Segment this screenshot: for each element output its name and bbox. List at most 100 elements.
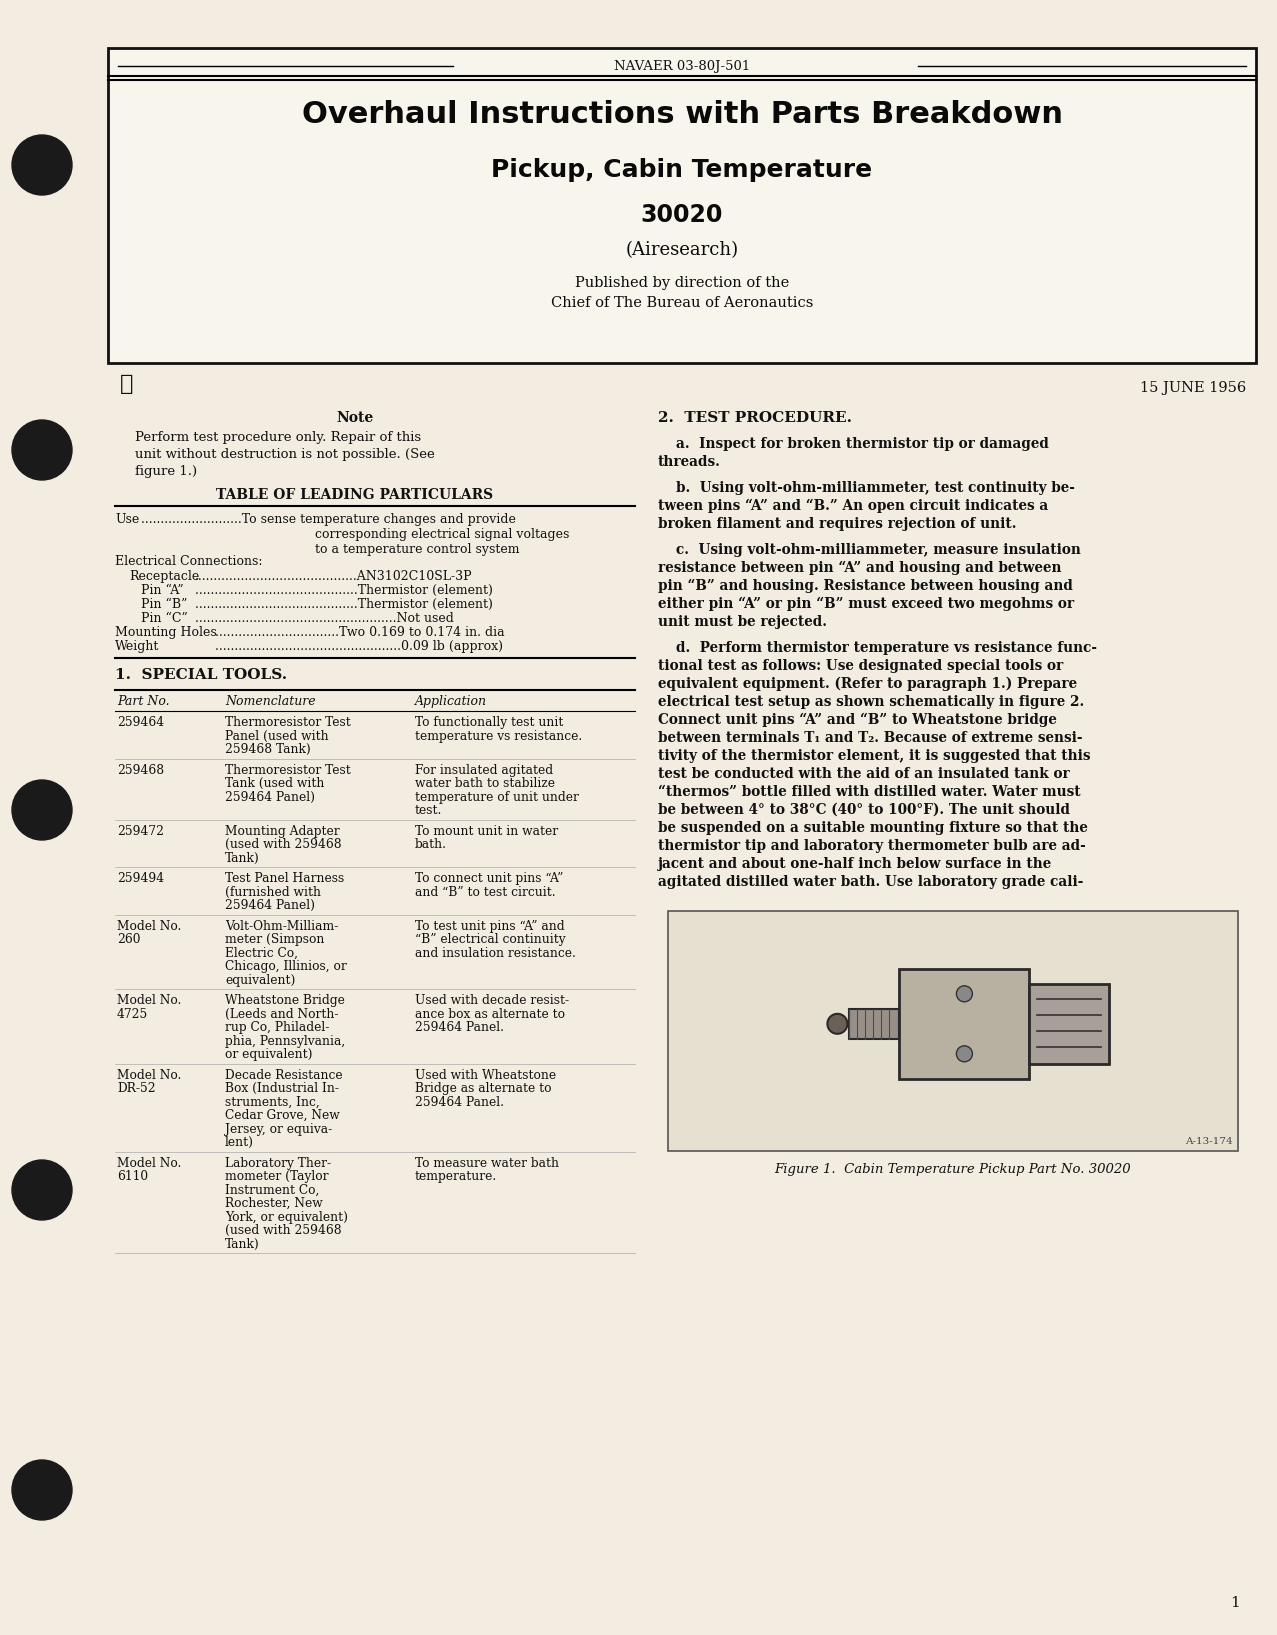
- Text: Tank): Tank): [225, 852, 259, 865]
- Text: DR-52: DR-52: [117, 1082, 156, 1095]
- Text: and “B” to test circuit.: and “B” to test circuit.: [415, 886, 555, 899]
- Text: meter (Simpson: meter (Simpson: [225, 934, 324, 947]
- Text: 15 JUNE 1956: 15 JUNE 1956: [1140, 381, 1246, 396]
- Text: equivalent): equivalent): [225, 973, 295, 986]
- Text: 2.  TEST PROCEDURE.: 2. TEST PROCEDURE.: [658, 410, 852, 425]
- Circle shape: [11, 1159, 72, 1220]
- Text: 30020: 30020: [641, 203, 723, 227]
- Text: Tank): Tank): [225, 1238, 259, 1251]
- Text: 259464 Panel.: 259464 Panel.: [415, 1095, 504, 1109]
- Text: temperature vs resistance.: temperature vs resistance.: [415, 729, 582, 742]
- Text: ance box as alternate to: ance box as alternate to: [415, 1007, 564, 1020]
- Text: Perform test procedure only. Repair of this: Perform test procedure only. Repair of t…: [135, 432, 421, 445]
- Text: threads.: threads.: [658, 455, 722, 469]
- Text: Model No.: Model No.: [117, 1156, 181, 1169]
- Text: rup Co, Philadel-: rup Co, Philadel-: [225, 1020, 329, 1033]
- Circle shape: [11, 136, 72, 195]
- Text: Model No.: Model No.: [117, 919, 181, 932]
- Text: temperature.: temperature.: [415, 1171, 497, 1184]
- Text: tivity of the thermistor element, it is suggested that this: tivity of the thermistor element, it is …: [658, 749, 1091, 764]
- Text: ..........................................Thermistor (element): ........................................…: [195, 584, 493, 597]
- Text: Receptacle: Receptacle: [129, 571, 199, 584]
- Text: broken filament and requires rejection of unit.: broken filament and requires rejection o…: [658, 517, 1016, 531]
- Text: electrical test setup as shown schematically in figure 2.: electrical test setup as shown schematic…: [658, 695, 1084, 710]
- Text: unit without destruction is not possible. (See: unit without destruction is not possible…: [135, 448, 434, 461]
- Text: Tank (used with: Tank (used with: [225, 777, 324, 790]
- Text: figure 1.): figure 1.): [135, 464, 197, 477]
- Text: Application: Application: [415, 695, 487, 708]
- Text: Used with decade resist-: Used with decade resist-: [415, 994, 570, 1007]
- Bar: [1029, 984, 1110, 1064]
- Text: Bridge as alternate to: Bridge as alternate to: [415, 1082, 552, 1095]
- Text: corresponding electrical signal voltages: corresponding electrical signal voltages: [315, 528, 570, 541]
- Text: test be conducted with the aid of an insulated tank or: test be conducted with the aid of an ins…: [658, 767, 1070, 782]
- Text: To connect unit pins “A”: To connect unit pins “A”: [415, 871, 563, 885]
- Text: NAVAER 03-80J-501: NAVAER 03-80J-501: [614, 60, 750, 74]
- Text: “B” electrical continuity: “B” electrical continuity: [415, 934, 566, 947]
- Text: Thermoresistor Test: Thermoresistor Test: [225, 716, 351, 729]
- Text: 6110: 6110: [117, 1171, 148, 1184]
- Text: To test unit pins “A” and: To test unit pins “A” and: [415, 919, 564, 932]
- Text: either pin “A” or pin “B” must exceed two megohms or: either pin “A” or pin “B” must exceed tw…: [658, 597, 1074, 611]
- Circle shape: [11, 1460, 72, 1521]
- Text: To functionally test unit: To functionally test unit: [415, 716, 563, 729]
- Text: “thermos” bottle filled with distilled water. Water must: “thermos” bottle filled with distilled w…: [658, 785, 1080, 800]
- Text: unit must be rejected.: unit must be rejected.: [658, 615, 827, 629]
- Text: and insulation resistance.: and insulation resistance.: [415, 947, 576, 960]
- Bar: [899, 970, 1029, 1079]
- Text: 1: 1: [1230, 1596, 1240, 1610]
- Text: pin “B” and housing. Resistance between housing and: pin “B” and housing. Resistance between …: [658, 579, 1073, 594]
- Text: equivalent equipment. (Refer to paragraph 1.) Prepare: equivalent equipment. (Refer to paragrap…: [658, 677, 1077, 692]
- Circle shape: [11, 780, 72, 840]
- Text: Model No.: Model No.: [117, 1069, 181, 1081]
- Text: 1.  SPECIAL TOOLS.: 1. SPECIAL TOOLS.: [115, 669, 287, 682]
- Text: 259472: 259472: [117, 824, 163, 837]
- Text: temperature of unit under: temperature of unit under: [415, 790, 578, 803]
- Text: (furnished with: (furnished with: [225, 886, 321, 899]
- Text: A-13-174: A-13-174: [1185, 1136, 1234, 1146]
- Text: To measure water bath: To measure water bath: [415, 1156, 559, 1169]
- Text: ..........................................AN3102C10SL-3P: ........................................…: [195, 571, 472, 584]
- Bar: [109, 47, 1257, 363]
- Text: Used with Wheatstone: Used with Wheatstone: [415, 1069, 555, 1081]
- Text: Pin “A”: Pin “A”: [140, 584, 184, 597]
- Text: Laboratory Ther-: Laboratory Ther-: [225, 1156, 331, 1169]
- Text: 259464: 259464: [117, 716, 165, 729]
- Text: ................................................0.09 lb (approx): ........................................…: [215, 639, 503, 652]
- Text: 259468 Tank): 259468 Tank): [225, 742, 310, 755]
- Text: Box (Industrial In-: Box (Industrial In-: [225, 1082, 338, 1095]
- Text: be between 4° to 38°C (40° to 100°F). The unit should: be between 4° to 38°C (40° to 100°F). Th…: [658, 803, 1070, 818]
- Text: be suspended on a suitable mounting fixture so that the: be suspended on a suitable mounting fixt…: [658, 821, 1088, 835]
- Text: c.  Using volt-ohm-milliammeter, measure insulation: c. Using volt-ohm-milliammeter, measure …: [676, 543, 1080, 558]
- Text: To mount unit in water: To mount unit in water: [415, 824, 558, 837]
- Text: water bath to stabilize: water bath to stabilize: [415, 777, 555, 790]
- Text: (used with 259468: (used with 259468: [225, 1225, 342, 1238]
- Text: Thermoresistor Test: Thermoresistor Test: [225, 764, 351, 777]
- Text: (Leeds and North-: (Leeds and North-: [225, 1007, 338, 1020]
- Circle shape: [956, 986, 972, 1002]
- Text: ..........................To sense temperature changes and provide: ..........................To sense tempe…: [140, 513, 516, 526]
- Text: agitated distilled water bath. Use laboratory grade cali-: agitated distilled water bath. Use labor…: [658, 875, 1083, 889]
- Text: mometer (Taylor: mometer (Taylor: [225, 1171, 328, 1184]
- Text: For insulated agitated: For insulated agitated: [415, 764, 553, 777]
- Circle shape: [11, 420, 72, 481]
- Text: Note: Note: [336, 410, 374, 425]
- Text: 259464 Panel.: 259464 Panel.: [415, 1020, 504, 1033]
- Text: thermistor tip and laboratory thermometer bulb are ad-: thermistor tip and laboratory thermomete…: [658, 839, 1085, 853]
- Text: lent): lent): [225, 1136, 254, 1149]
- Text: Electric Co,: Electric Co,: [225, 947, 298, 960]
- Text: d.  Perform thermistor temperature vs resistance func-: d. Perform thermistor temperature vs res…: [676, 641, 1097, 656]
- Text: Chief of The Bureau of Aeronautics: Chief of The Bureau of Aeronautics: [550, 296, 813, 311]
- Text: test.: test.: [415, 804, 442, 818]
- Text: Test Panel Harness: Test Panel Harness: [225, 871, 345, 885]
- Circle shape: [956, 1046, 972, 1061]
- Bar: [849, 1009, 899, 1038]
- Text: Rochester, New: Rochester, New: [225, 1197, 323, 1210]
- Text: Chicago, Illinios, or: Chicago, Illinios, or: [225, 960, 347, 973]
- Text: Pin “B”: Pin “B”: [140, 598, 188, 611]
- Text: Figure 1.  Cabin Temperature Pickup Part No. 30020: Figure 1. Cabin Temperature Pickup Part …: [775, 1162, 1131, 1176]
- Text: ..........................................Thermistor (element): ........................................…: [195, 598, 493, 611]
- Text: Decade Resistance: Decade Resistance: [225, 1069, 342, 1081]
- Text: Pin “C”: Pin “C”: [140, 611, 188, 625]
- Text: phia, Pennsylvania,: phia, Pennsylvania,: [225, 1035, 345, 1048]
